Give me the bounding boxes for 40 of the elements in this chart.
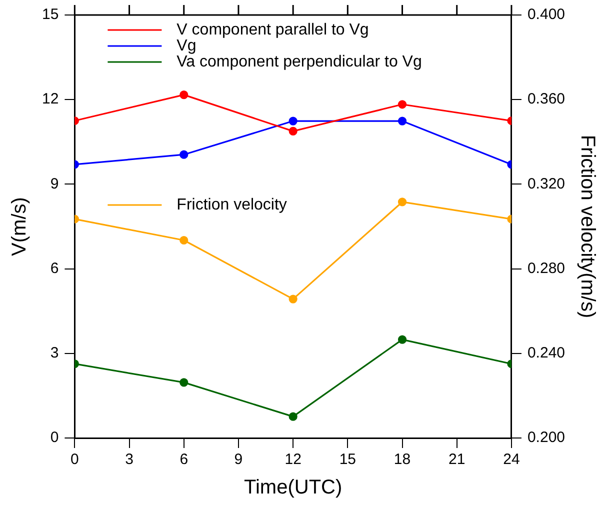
x-tick-label: 9 <box>234 451 243 468</box>
y-tick-label: 6 <box>50 260 59 277</box>
point <box>180 90 188 100</box>
x-tick-label: 21 <box>448 451 466 468</box>
point <box>288 116 298 126</box>
y2-tick-label: 0.200 <box>527 429 566 446</box>
point <box>398 116 407 126</box>
y2-axis-title: Friction velocity(m/s) <box>576 134 598 318</box>
legend-label: Friction velocity <box>176 196 287 214</box>
x-tick-label: 3 <box>125 451 134 468</box>
point <box>180 150 188 159</box>
point <box>398 198 407 206</box>
point <box>288 412 298 421</box>
point <box>180 378 188 387</box>
y2-tick-label: 0.280 <box>527 260 566 277</box>
point <box>288 126 298 136</box>
point <box>288 294 298 304</box>
legend-label: V component parallel to Vg <box>176 21 369 38</box>
y-tick-label: 15 <box>42 6 59 24</box>
y-tick-label: 9 <box>50 175 59 192</box>
x-axis-title: Time(UTC) <box>244 476 342 499</box>
x-tick-label: 6 <box>180 451 188 468</box>
x-tick-label: 15 <box>339 451 356 468</box>
point <box>398 335 407 344</box>
point <box>180 236 188 245</box>
y-tick-label: 0 <box>50 429 59 446</box>
point <box>398 100 407 109</box>
x-tick-label: 24 <box>503 451 520 468</box>
x-tick-label: 18 <box>394 451 411 468</box>
legend-label: Va component perpendicular to Vg <box>176 53 422 70</box>
y-tick-label: 3 <box>50 344 59 362</box>
x-tick-label: 12 <box>284 451 302 468</box>
y-tick-label: 12 <box>42 90 59 108</box>
y2-tick-label: 0.320 <box>527 175 566 192</box>
y2-tick-label: 0.400 <box>527 6 566 24</box>
y2-tick-label: 0.360 <box>527 90 566 108</box>
y-axis-title: V(m/s) <box>8 197 31 256</box>
y2-tick-label: 0.240 <box>527 344 566 362</box>
legend-label: Vg <box>176 37 196 54</box>
x-tick-label: 0 <box>70 451 79 468</box>
